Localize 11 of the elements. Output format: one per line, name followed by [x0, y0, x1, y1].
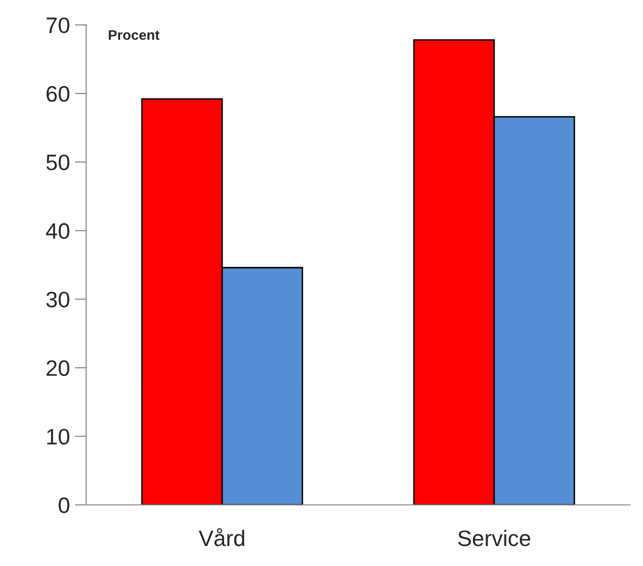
y-axis-title: Procent	[108, 30, 160, 40]
y-tick-label: 10	[47, 428, 70, 445]
y-tick-label: 0	[58, 497, 70, 514]
y-tick-label: 70	[46, 17, 70, 34]
y-tick-label: 40	[46, 223, 70, 239]
y-tick-label: 60	[46, 86, 70, 102]
y-tick-label: 20	[46, 360, 70, 376]
y-tick-label: 50	[46, 154, 70, 170]
y-tick-label: 30	[46, 292, 70, 308]
x-tick-label: Vård	[198, 528, 244, 546]
x-tick-label: Service	[458, 530, 530, 546]
